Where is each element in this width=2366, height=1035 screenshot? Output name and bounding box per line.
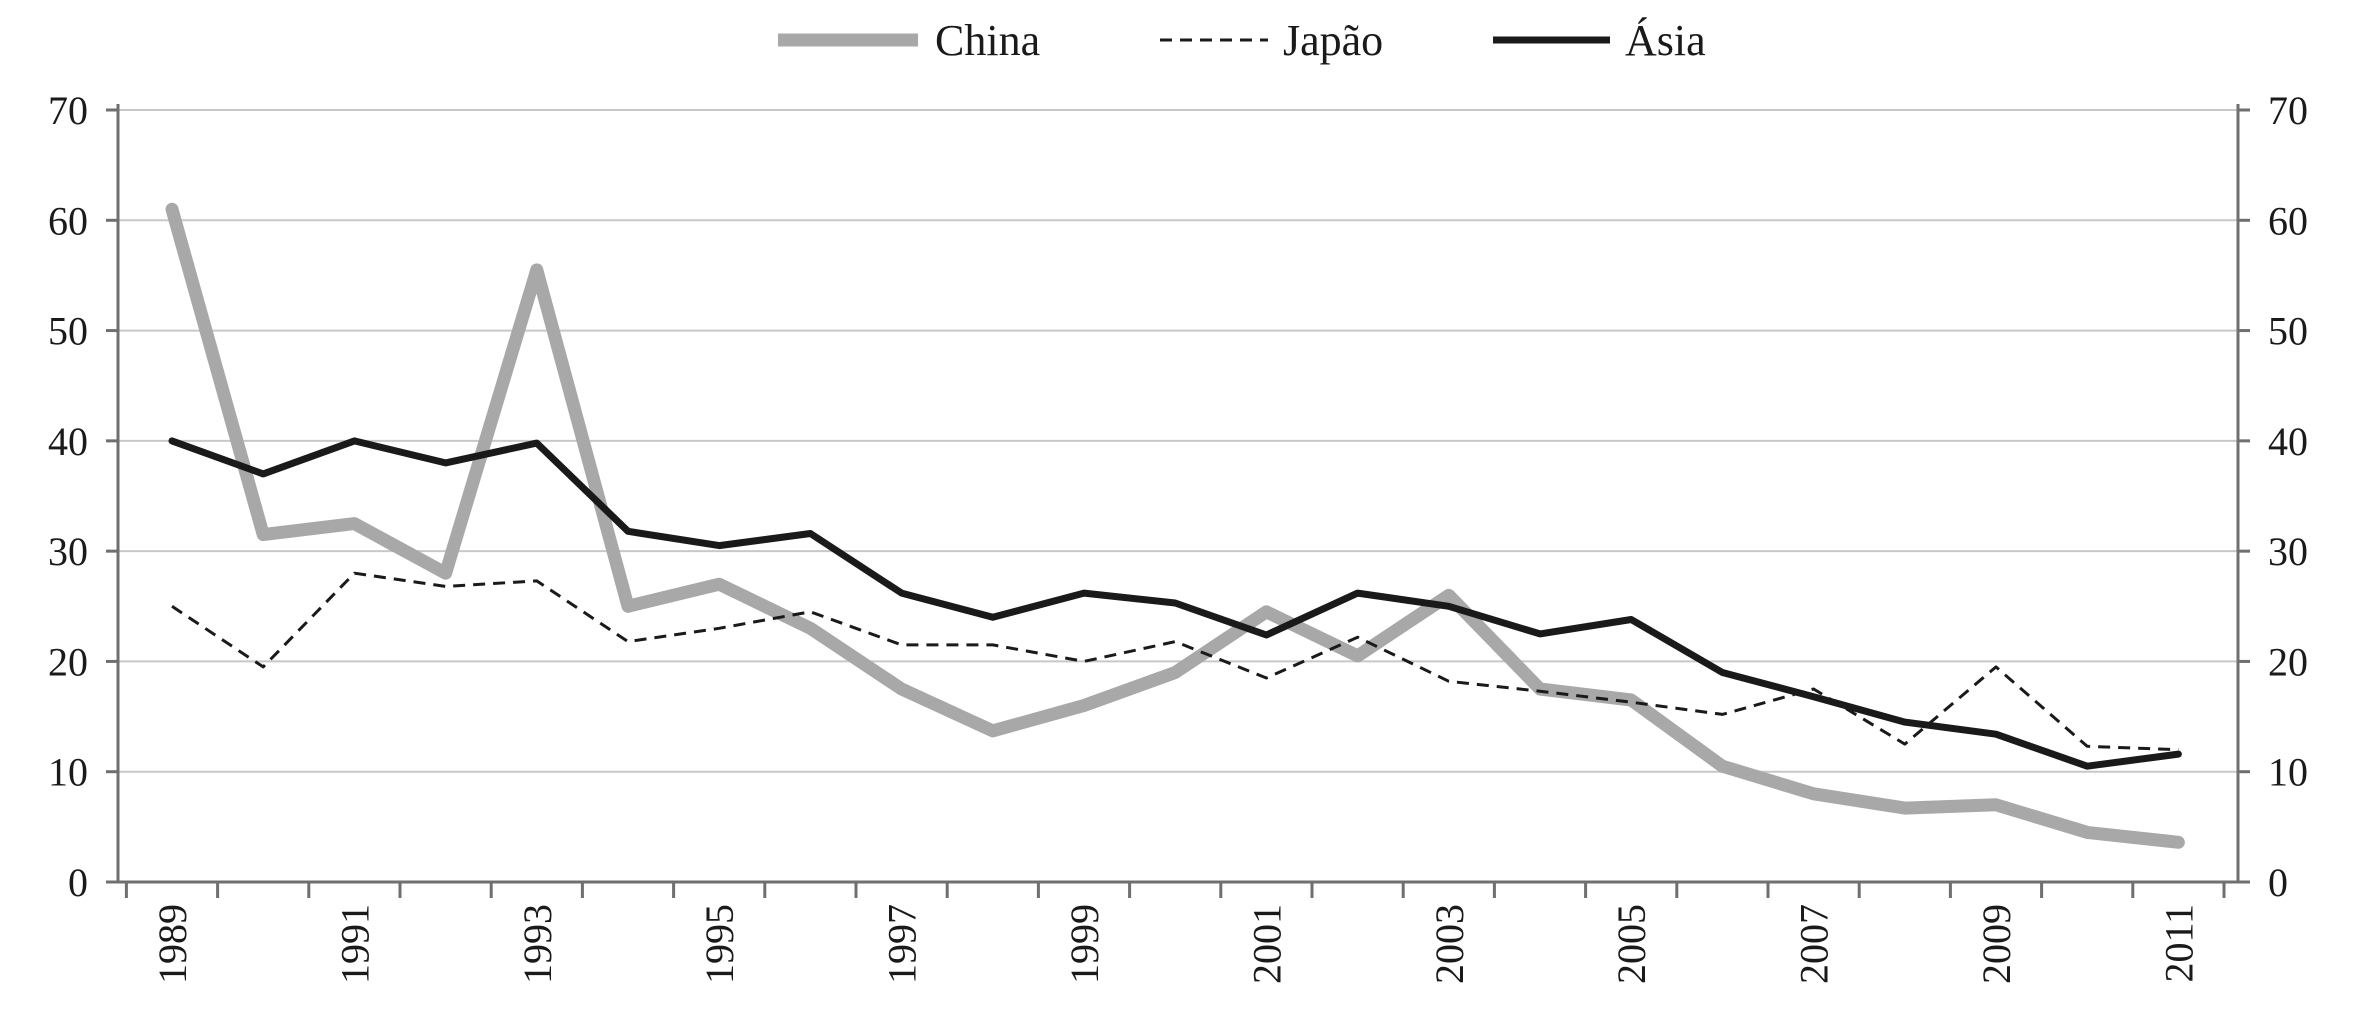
axes [106, 104, 2250, 898]
x-tick-label: 1995 [697, 904, 742, 984]
x-tick-label: 2011 [2156, 904, 2201, 983]
x-tick-label: 1991 [332, 904, 377, 984]
series-line-china [165, 202, 2185, 849]
x-tick-label: 2005 [1609, 904, 1654, 984]
y-tick-label-left: 0 [68, 860, 88, 905]
gridlines [118, 109, 2238, 773]
y-tick-label-right: 20 [2268, 639, 2308, 684]
x-tick-label: 1989 [150, 904, 195, 984]
series-line-ásia [168, 437, 2182, 770]
y-tick-label-right: 0 [2268, 860, 2288, 905]
y-tick-label-left: 60 [48, 198, 88, 243]
y-tick-label-left: 70 [48, 88, 88, 133]
y-tick-label-left: 20 [48, 639, 88, 684]
legend: China Japão Ásia [778, 16, 1706, 65]
x-tick-label: 2009 [1974, 904, 2019, 984]
x-tick-label: 1993 [515, 904, 560, 984]
y-tick-label-left: 40 [48, 419, 88, 464]
x-tick-label: 2003 [1427, 904, 1472, 984]
tick-labels: 0 10 20 30 40 50 60 70 0 10 20 30 40 50 60 70 1989 1991 19… [48, 88, 2308, 984]
y-tick-label-right: 50 [2268, 309, 2308, 354]
series-lines [165, 202, 2185, 849]
x-tick-label: 2007 [1792, 904, 1837, 984]
y-tick-label-right: 70 [2268, 88, 2308, 133]
y-tick-label-right: 10 [2268, 750, 2308, 795]
y-tick-label-right: 60 [2268, 198, 2308, 243]
legend-label-china: China [935, 16, 1040, 65]
x-tick-label: 1999 [1062, 904, 1107, 984]
y-tick-label-left: 30 [48, 529, 88, 574]
legend-label-japão: Japão [1283, 16, 1383, 65]
y-tick-label-left: 10 [48, 750, 88, 795]
legend-label-ásia: Ásia [1625, 16, 1706, 65]
x-tick-label: 2001 [1244, 904, 1289, 984]
y-tick-label-right: 40 [2268, 419, 2308, 464]
x-tick-label: 1997 [880, 904, 925, 984]
y-tick-label-left: 50 [48, 309, 88, 354]
y-tick-label-right: 30 [2268, 529, 2308, 574]
